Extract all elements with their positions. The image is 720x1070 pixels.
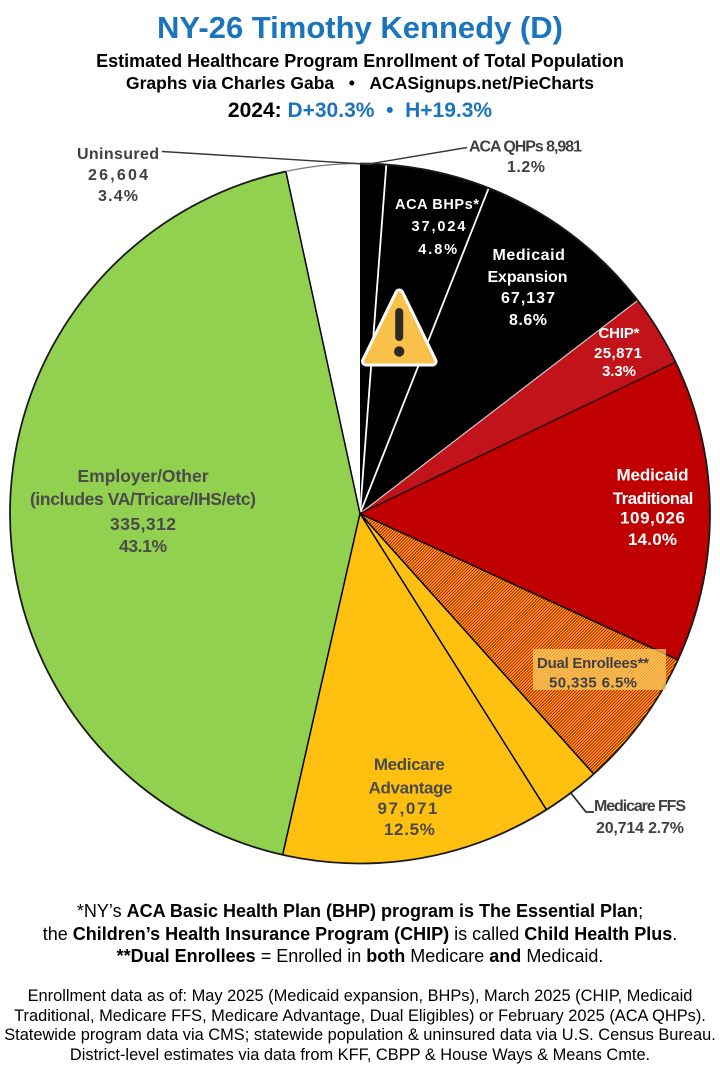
svg-text:3.4%: 3.4% <box>98 188 138 205</box>
svg-text:4.8%: 4.8% <box>418 242 457 258</box>
svg-text:26,604: 26,604 <box>88 167 148 184</box>
svg-text:Dual Enrollees**: Dual Enrollees** <box>537 655 649 672</box>
svg-text:Employer/Other: Employer/Other <box>78 466 209 486</box>
svg-text:Medicaid: Medicaid <box>617 466 689 485</box>
svg-text:67,137: 67,137 <box>501 290 555 307</box>
svg-text:ACA BHPs*: ACA BHPs* <box>395 197 479 213</box>
svg-text:109,026: 109,026 <box>620 509 685 528</box>
svg-text:ACA QHPs 8,981: ACA QHPs 8,981 <box>469 139 582 156</box>
svg-text:Medicare FFS: Medicare FFS <box>594 798 686 815</box>
svg-text:Medicaid: Medicaid <box>492 247 565 264</box>
svg-text:8.6%: 8.6% <box>509 312 547 329</box>
svg-text:335,312: 335,312 <box>110 514 176 534</box>
svg-text:14.0%: 14.0% <box>628 530 677 549</box>
svg-text:CHIP*: CHIP* <box>599 325 640 342</box>
svg-text:50,335 6.5%: 50,335 6.5% <box>549 675 637 692</box>
svg-text:25,871: 25,871 <box>594 345 642 362</box>
svg-text:Expansion: Expansion <box>488 269 568 286</box>
svg-text:97,071: 97,071 <box>378 799 438 818</box>
svg-text:20,714 2.7%: 20,714 2.7% <box>596 820 684 837</box>
svg-text:1.2%: 1.2% <box>507 159 545 176</box>
svg-text:37,024: 37,024 <box>412 219 466 235</box>
svg-text:12.5%: 12.5% <box>384 820 435 839</box>
svg-text:Advantage: Advantage <box>369 779 453 798</box>
svg-text:Uninsured: Uninsured <box>77 146 159 163</box>
svg-text:3.3%: 3.3% <box>602 363 636 380</box>
svg-text:43.1%: 43.1% <box>119 536 167 556</box>
svg-text:Medicare: Medicare <box>374 755 445 774</box>
svg-text:(includes VA/Tricare/IHS/etc): (includes VA/Tricare/IHS/etc) <box>30 489 256 509</box>
svg-text:Traditional: Traditional <box>613 489 694 508</box>
